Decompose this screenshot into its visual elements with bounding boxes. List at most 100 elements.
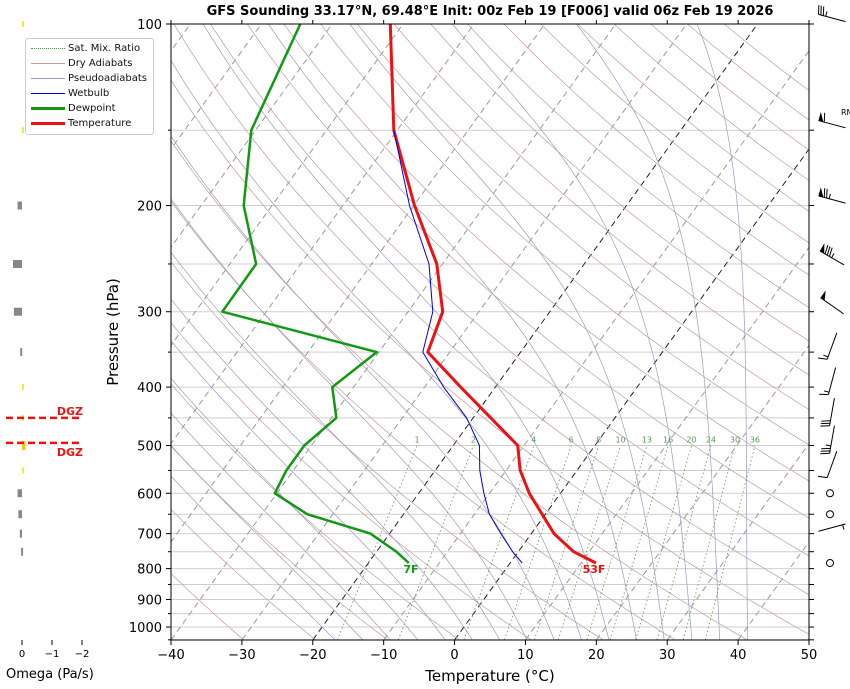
legend-item-dry: Dry Adiabats [26,56,132,70]
dry-adiabat [171,261,604,640]
mixing-ratio-label: 6 [569,436,574,445]
wind-barb-full [824,245,829,255]
omega-bar [13,259,22,268]
dry-adiabat [613,24,809,181]
moist-adiabat [171,298,473,640]
mixing-ratio-label: 30 [730,436,740,445]
omega-bar [22,127,24,134]
legend-item-mix: Sat. Mix. Ratio [26,41,140,55]
legend-label: Wetbulb [68,87,110,99]
mixing-ratio-label: 2 [471,436,476,445]
mix-swatch [31,47,65,49]
moist-adiabat [696,24,749,640]
omega-bar [20,348,23,357]
omega-bar [13,307,22,316]
legend-item-dewpoint: Dewpoint [26,101,116,115]
x-tick-label: −30 [228,648,255,663]
moist-adiabat [171,135,555,640]
temperature-surface-label: 53F [583,563,606,576]
moist-adiabat [171,251,501,640]
dry-adiabat [171,573,244,640]
y-tick-label: 400 [137,381,162,396]
wind-barb-staff [818,120,846,129]
omega-bar [21,547,24,556]
mixing-ratio-line [557,445,621,640]
wind-barb-flag [820,290,826,301]
legend-label: Temperature [68,117,132,129]
moist-adiabat [171,475,336,640]
calm-wind-circle [826,489,834,498]
mixing-ratio-labels: 1 2 4 6 8 10 13 16 20 24 30 36 [415,436,760,445]
wind-barb-staff [829,425,835,454]
omega-axis-label: Omega (Pa/s) [6,667,94,682]
mixing-ratio-label: 4 [531,436,536,445]
x-tick-label: 10 [517,648,534,663]
wind-barb-staff [826,332,838,360]
y-tick-label: 300 [137,306,162,321]
y-tick-label: 900 [137,593,162,608]
dewpoint-line [221,24,410,564]
profiles [221,24,597,565]
dry-adiabat [467,24,809,309]
mixing-ratio-line [635,445,692,640]
dry-swatch [31,62,65,64]
mixing-ratio-line [656,445,712,640]
y-tick-label: 100 [137,18,162,33]
x-tick-label: −10 [370,648,397,663]
legend-item-wetbulb: Wetbulb [26,86,109,100]
x-tick-label: 0 [450,648,458,663]
temperature-swatch [31,121,65,125]
dry-adiabat [246,24,809,519]
isotherm [171,24,333,249]
wetbulb-swatch [31,92,65,94]
dry-adiabat [503,24,809,276]
mixing-ratio-line [586,445,648,640]
omega-bar [22,467,24,474]
dry-adiabat [171,200,676,640]
moist-adiabat [576,24,721,640]
omega-tick-label: −1 [45,649,60,660]
wind-barb-half [828,193,831,199]
isotherm [171,24,262,150]
moist-adiabat [171,444,363,640]
moist-adiabat [171,340,446,640]
background-lines [171,24,809,640]
mixing-ratio-line [397,445,474,640]
wind-barb-half [825,11,828,17]
isotherm [454,148,809,640]
omega-tick-label: −2 [75,649,90,660]
dry-adiabat [430,24,809,342]
x-tick-label: 20 [588,648,605,663]
dry-adiabat [171,79,809,635]
dgz-label: DGZ [57,446,83,459]
legend-item-temperature: Temperature [26,116,131,130]
dry-adiabat [687,24,809,121]
barb-note: RM [841,108,850,117]
omega-tick-label: 0 [19,649,25,660]
isotherm [666,442,809,640]
omega-bar [19,529,22,538]
legend-item-moist: Pseudoadiabats [26,71,147,85]
moist-adiabat [349,24,665,640]
dry-adiabat [173,24,809,596]
y-tick-label: 700 [137,528,162,543]
mixing-ratio-line [704,445,756,640]
omega-bar [18,510,22,519]
isotherm [525,246,809,640]
chart-title: GFS Sounding 33.17°N, 69.48°E Init: 00z … [207,4,774,19]
x-tick-label: −40 [157,648,184,663]
legend: Sat. Mix. Ratio Dry Adiabats Pseudoadiab… [25,38,154,135]
isotherm [383,50,809,640]
wind-barb-half [842,524,845,530]
y-tick-label: 600 [137,487,162,502]
x-tick-label: 50 [801,648,818,663]
moist-adiabat [452,24,693,640]
wind-barb-staff [827,367,837,395]
axes: −40 −30 −20 −10 0 10 20 30 40 50 100 200 300 400 500 60… [129,18,817,663]
moist-adiabat [171,377,419,640]
dry-adiabat [171,140,747,640]
y-axis-label: Pressure (hPa) [104,278,122,386]
wind-barb-full [818,475,828,479]
wind-barb-half [831,253,835,258]
